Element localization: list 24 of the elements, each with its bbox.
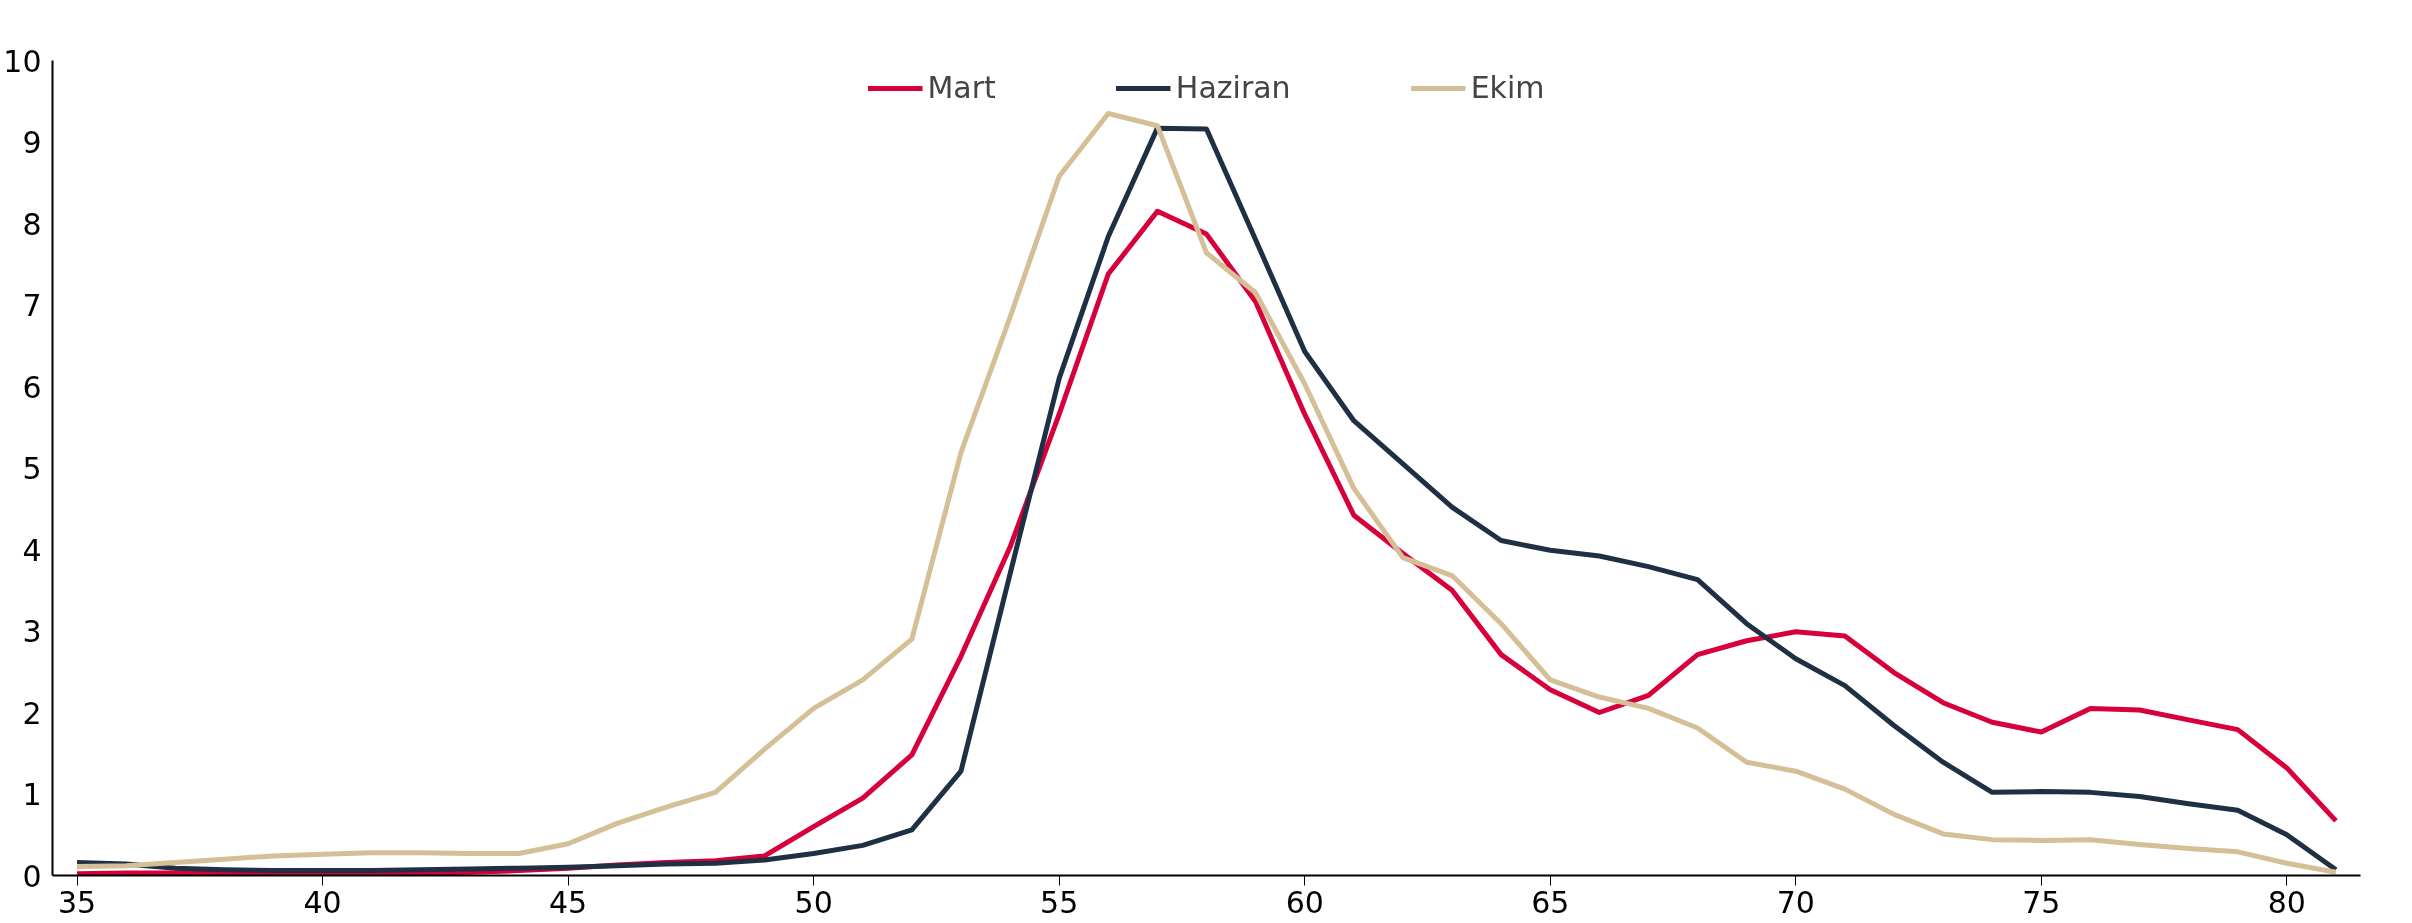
x-tick-label: 40 (303, 884, 342, 920)
y-tick-label: 4 (22, 532, 42, 568)
y-tick-label: 7 (22, 288, 42, 323)
y-tick-label: 9 (22, 125, 42, 160)
x-tick-label: 45 (549, 884, 588, 920)
x-tick-label: 35 (57, 884, 97, 920)
legend-label: Haziran (1175, 70, 1291, 105)
y-tick-label: 1 (22, 777, 42, 812)
y-tick-label: 10 (3, 43, 42, 79)
legend-label: Ekim (1470, 70, 1545, 105)
y-tick-label: 6 (22, 369, 42, 405)
y-tick-label: 8 (22, 206, 42, 242)
x-tick-label: 75 (2022, 884, 2061, 920)
x-tick-label: 80 (2267, 884, 2306, 920)
x-tick-label: 65 (1531, 884, 1570, 920)
x-tick-label: 55 (1040, 884, 1079, 920)
x-tick-label: 70 (1776, 884, 1815, 920)
x-tick-label: 50 (794, 884, 833, 920)
y-tick-label: 2 (22, 695, 42, 731)
x-tick-label: 60 (1285, 884, 1324, 920)
y-tick-label: 5 (22, 451, 42, 486)
y-tick-label: 3 (22, 614, 42, 649)
legend-label: Mart (927, 70, 996, 105)
y-tick-label: 0 (22, 858, 42, 894)
